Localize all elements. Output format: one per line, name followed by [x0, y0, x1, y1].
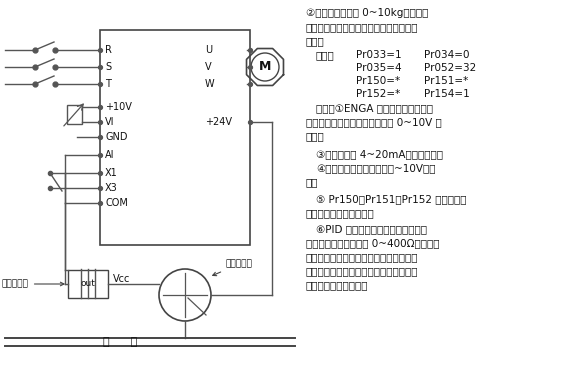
Circle shape [251, 53, 279, 81]
Text: 注意：①ENGA 目标値有二种方式选: 注意：①ENGA 目标値有二种方式选 [316, 103, 433, 113]
Text: 设定（详见参数说明）。: 设定（详见参数说明）。 [306, 208, 375, 218]
Text: Pr035=4: Pr035=4 [356, 63, 401, 73]
Text: 准信号，如果用户使用的远传压力表阻値: 准信号，如果用户使用的远传压力表阻値 [306, 252, 418, 262]
Text: X1: X1 [105, 168, 118, 178]
Text: T: T [105, 79, 111, 89]
Circle shape [159, 269, 211, 321]
Text: 超出规定范围，三興电气自动化有限公司: 超出规定范围，三興电气自动化有限公司 [306, 266, 418, 276]
Text: Pr034=0: Pr034=0 [424, 50, 469, 60]
Text: W: W [205, 79, 215, 89]
Text: VI: VI [105, 117, 115, 127]
Bar [67, 105, 82, 124]
Text: out: out [81, 280, 95, 288]
Text: ⑥PID 专用控制板是按普通远传压力: ⑥PID 专用控制板是按普通远传压力 [316, 224, 427, 234]
Text: 专用控制板: 专用控制板 [2, 280, 64, 288]
Text: V: V [205, 62, 211, 72]
Text: 择，一种为面板设定，另一种为 0~10V 模: 择，一种为面板设定，另一种为 0~10V 模 [306, 117, 442, 127]
Text: ③反馈信号为 4~20mA，其余无效；: ③反馈信号为 4~20mA，其余无效； [316, 149, 443, 159]
Text: Vcc: Vcc [113, 274, 130, 284]
Text: Pr152=*: Pr152=* [356, 89, 400, 99]
Bar [68, 270, 108, 298]
Text: 定：: 定： [306, 177, 319, 187]
Text: Pr150=*: Pr150=* [356, 76, 400, 86]
Text: U: U [205, 45, 212, 55]
Text: 远程压力表: 远程压力表 [213, 260, 253, 276]
Text: Pr154=1: Pr154=1 [424, 89, 469, 99]
Text: ②使用远传压力表 0~10kg，要求外: ②使用远传压力表 0~10kg，要求外 [306, 8, 429, 18]
Text: +10V: +10V [105, 102, 132, 112]
Text: M: M [259, 61, 271, 73]
Text: 拟量；: 拟量； [306, 131, 325, 141]
Text: 表设计的，输入内阻按 0~400Ω转换成标: 表设计的，输入内阻按 0~400Ω转换成标 [306, 238, 439, 248]
Bar [100, 30, 250, 245]
Text: COM: COM [105, 198, 128, 208]
Text: 联上一电阻进行校正；: 联上一电阻进行校正； [306, 280, 369, 290]
Text: S: S [105, 62, 111, 72]
Text: ⑤ Pr150、Pr151、Pr152 按具体情况: ⑤ Pr150、Pr151、Pr152 按具体情况 [316, 194, 467, 204]
Text: X3: X3 [105, 183, 118, 193]
Text: 部端子控制运行、停止，用电位器给定目: 部端子控制运行、停止，用电位器给定目 [306, 22, 418, 32]
Text: 标値。: 标値。 [306, 36, 325, 46]
Text: ④本案例目标値由电位器（~10V）给: ④本案例目标値由电位器（~10V）给 [316, 163, 435, 173]
Text: Pr033=1: Pr033=1 [356, 50, 401, 60]
Text: 水      管: 水 管 [103, 337, 137, 347]
Text: R: R [105, 45, 112, 55]
Text: +24V: +24V [205, 117, 232, 127]
Text: Pr052=32: Pr052=32 [424, 63, 476, 73]
Text: Pr151=*: Pr151=* [424, 76, 468, 86]
Text: 参数：: 参数： [316, 50, 335, 60]
Text: GND: GND [105, 132, 128, 142]
Text: AI: AI [105, 150, 115, 160]
